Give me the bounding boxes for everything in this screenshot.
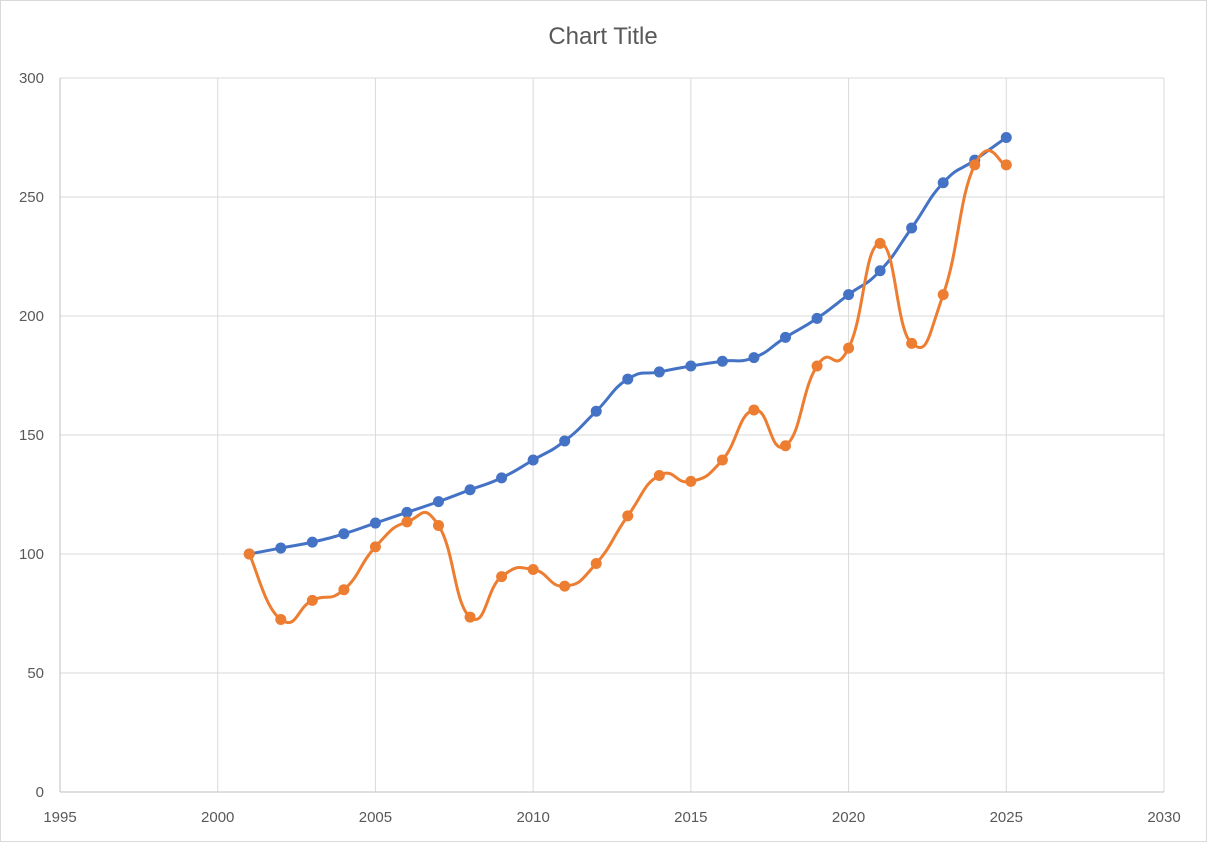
series-1-point — [401, 506, 413, 518]
series-1-point — [874, 265, 886, 277]
series-2-point — [401, 516, 413, 528]
x-tick-label: 2030 — [1147, 809, 1180, 826]
series-1-point — [496, 472, 508, 484]
y-tick-label: 0 — [36, 784, 44, 801]
series-1-point — [779, 331, 791, 343]
series-2-point — [464, 611, 476, 623]
series-1 — [243, 132, 1012, 560]
series-2-point — [937, 289, 949, 301]
series-2-point — [559, 580, 571, 592]
x-tick-label: 2015 — [674, 809, 707, 826]
grid-lines — [59, 77, 1165, 793]
series-2-point — [622, 510, 634, 522]
series-1-point — [906, 222, 918, 234]
series-2-point — [369, 541, 381, 553]
series-1-point — [433, 496, 445, 508]
y-tick-label: 300 — [19, 70, 44, 87]
x-tick-label: 2010 — [516, 809, 549, 826]
series-2-point — [779, 440, 791, 452]
series-1-point — [338, 528, 350, 540]
series-1-point — [369, 517, 381, 529]
x-tick-label: 2000 — [201, 809, 234, 826]
y-tick-label: 100 — [19, 546, 44, 563]
series-1-point — [685, 360, 697, 372]
series-2-point — [590, 558, 602, 570]
y-tick-label: 50 — [27, 665, 44, 682]
series-1-point — [843, 289, 855, 301]
series-1-point — [464, 484, 476, 496]
x-tick-label: 2020 — [832, 809, 865, 826]
series-1-line — [247, 136, 1008, 556]
series-2-point — [906, 337, 918, 349]
y-tick-label: 150 — [19, 427, 44, 444]
series-1-point — [590, 405, 602, 417]
y-tick-label: 250 — [19, 189, 44, 206]
series-2-point — [306, 594, 318, 606]
series-2-point — [653, 469, 665, 481]
series-1-point — [811, 312, 823, 324]
series-2-point — [275, 613, 287, 625]
series-2-point — [716, 454, 728, 466]
series-2 — [243, 149, 1012, 625]
x-tick-label: 2025 — [990, 809, 1023, 826]
series-2-point — [527, 563, 539, 575]
series-layer — [243, 132, 1012, 625]
series-1-point — [937, 177, 949, 189]
x-tick-label: 2005 — [359, 809, 392, 826]
series-2-point — [338, 584, 350, 596]
series-2-point — [1000, 159, 1012, 171]
series-1-point — [306, 536, 318, 548]
x-tick-label: 1995 — [43, 809, 76, 826]
series-2-point — [243, 548, 255, 560]
series-2-point — [685, 475, 697, 487]
series-1-point — [559, 435, 571, 447]
series-2-point — [748, 404, 760, 416]
series-1-point — [527, 454, 539, 466]
series-1-point — [653, 366, 665, 378]
series-2-point — [843, 342, 855, 354]
series-2-point — [496, 571, 508, 583]
y-tick-label: 200 — [19, 308, 44, 325]
chart-title: Chart Title — [548, 23, 657, 50]
series-1-point — [748, 352, 760, 364]
series-2-point — [874, 237, 886, 249]
series-2-line — [247, 149, 1008, 624]
series-1-point — [622, 373, 634, 385]
series-1-point — [716, 355, 728, 367]
series-2-point — [433, 519, 445, 531]
series-2-point — [811, 360, 823, 372]
series-1-point — [1000, 132, 1012, 143]
axes: 0 50 100 150 200 250 300 1995 2000 2005 2010 2015 20… — [19, 70, 1181, 826]
series-1-point — [275, 542, 287, 554]
series-2-point — [969, 159, 981, 171]
